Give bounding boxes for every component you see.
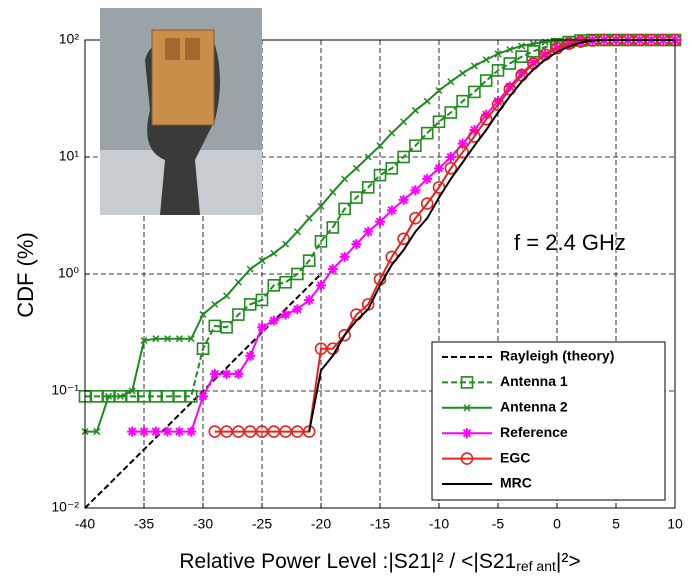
x-axis-label-part: |²> — [556, 550, 581, 573]
marker — [139, 427, 149, 437]
marker — [340, 252, 350, 262]
marker — [375, 217, 385, 227]
photo-inset — [100, 8, 262, 215]
x-tick-label: -5 — [492, 516, 505, 532]
x-tick-label: 0 — [553, 516, 561, 532]
marker — [410, 185, 420, 195]
x-tick-label: -20 — [311, 516, 331, 532]
y-tick-label: 10⁻² — [51, 499, 79, 515]
marker — [245, 351, 255, 361]
x-tick-label: -35 — [134, 516, 154, 532]
legend: Rayleigh (theory) Antenna 1 Antenna 2 Refer… — [432, 342, 665, 500]
marker — [186, 427, 196, 437]
x-tick-label: 10 — [667, 516, 683, 532]
y-tick-label: 10² — [59, 31, 80, 47]
marker — [292, 304, 302, 314]
marker — [446, 152, 456, 162]
marker — [151, 427, 161, 437]
legend-label: EGC — [500, 449, 530, 465]
y-tick-label: 10⁻¹ — [51, 382, 79, 398]
y-tick-label: 10⁰ — [58, 265, 80, 281]
legend-label: MRC — [500, 475, 532, 491]
y-axis-label: CDF (%) — [13, 232, 38, 318]
marker — [174, 427, 184, 437]
marker — [198, 391, 208, 401]
x-axis-label-sub: ref ant — [516, 558, 556, 574]
marker — [316, 280, 326, 290]
x-tick-label: 5 — [612, 516, 620, 532]
x-tick-label: -30 — [193, 516, 213, 532]
marker — [127, 427, 137, 437]
marker — [210, 369, 220, 379]
x-axis-label: Relative Power Level :|S21|² / <|S21ref … — [179, 550, 580, 574]
marker — [163, 427, 173, 437]
legend-box — [432, 342, 665, 500]
marker — [281, 310, 291, 320]
photo-part — [185, 38, 200, 60]
marker — [363, 227, 373, 237]
x-tick-label: -25 — [252, 516, 272, 532]
x-tick-label: -40 — [75, 516, 95, 532]
annotation: f = 2.4 GHz — [514, 230, 626, 255]
x-tick-label: -15 — [370, 516, 390, 532]
marker — [257, 322, 267, 332]
marker — [434, 163, 444, 173]
legend-label: Antenna 1 — [500, 373, 568, 389]
legend-label: Antenna 2 — [500, 399, 568, 415]
marker — [387, 205, 397, 215]
legend-label: Reference — [500, 424, 568, 440]
marker — [351, 239, 361, 249]
marker — [462, 428, 472, 438]
x-tick-label: -10 — [429, 516, 449, 532]
legend-label: Rayleigh (theory) — [500, 348, 614, 364]
photo-part — [165, 38, 180, 60]
y-tick-label: 10¹ — [59, 148, 80, 164]
marker — [233, 369, 243, 379]
marker — [328, 264, 338, 274]
marker — [222, 369, 232, 379]
x-axis-label-part: Relative Power Level :|S21|² / <|S21 — [179, 550, 516, 573]
marker — [399, 195, 409, 205]
marker — [269, 316, 279, 326]
marker — [304, 295, 314, 305]
chart: CDF (%) Relative Power Level :|S21|² / <… — [0, 0, 691, 578]
photo-device — [152, 30, 214, 125]
